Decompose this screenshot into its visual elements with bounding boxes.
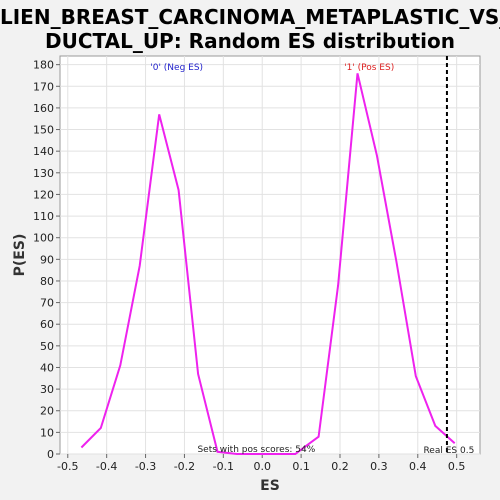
y-tick-label: 70	[40, 297, 54, 310]
y-tick-label: 150	[33, 124, 54, 137]
y-tick-label: 120	[33, 188, 54, 201]
pos-es-annotation: '1' (Pos ES)	[344, 63, 394, 73]
y-tick-label: 10	[40, 426, 54, 439]
y-tick-label: 160	[33, 102, 54, 115]
y-axis-label: P(ES)	[12, 234, 28, 277]
y-tick-label: 170	[33, 80, 54, 93]
x-axis-label: ES	[260, 478, 280, 494]
y-tick-label: 80	[40, 275, 54, 288]
y-tick-label: 90	[40, 253, 54, 266]
x-tick-label: 0.5	[448, 460, 466, 473]
y-tick-label: 140	[33, 145, 54, 158]
y-tick-label: 20	[40, 405, 54, 418]
x-tick-label: 0.2	[331, 460, 349, 473]
chart-title-line-2: DUCTAL_UP: Random ES distribution	[44, 29, 456, 53]
x-tick-label: -0.4	[96, 460, 117, 473]
y-tick-label: 0	[47, 448, 54, 461]
x-tick-label: -0.3	[135, 460, 156, 473]
x-tick-label: -0.2	[174, 460, 195, 473]
x-tick-label: 0.4	[409, 460, 427, 473]
pos-scores-annotation: Sets with pos scores: 54%	[197, 445, 315, 455]
y-tick-label: 50	[40, 340, 54, 353]
y-tick-label: 60	[40, 318, 54, 331]
plot-area	[59, 55, 481, 455]
y-tick-label: 180	[33, 59, 54, 72]
x-tick-label: 0.1	[292, 460, 310, 473]
x-tick-label: 0.0	[253, 460, 271, 473]
y-tick-label: 30	[40, 383, 54, 396]
real-es-annotation: Real ES 0.5	[423, 446, 474, 456]
neg-es-annotation: '0' (Neg ES)	[150, 63, 203, 73]
x-tick-label: 0.3	[370, 460, 388, 473]
x-tick-label: -0.5	[57, 460, 78, 473]
y-tick-label: 130	[33, 167, 54, 180]
y-tick-label: 100	[33, 232, 54, 245]
x-tick-label: -0.1	[213, 460, 234, 473]
y-tick-label: 40	[40, 361, 54, 374]
series-line	[80, 73, 456, 455]
y-tick-label: 110	[33, 210, 54, 223]
chart-title-line-1: LIEN_BREAST_CARCINOMA_METAPLASTIC_VS_	[0, 5, 500, 29]
